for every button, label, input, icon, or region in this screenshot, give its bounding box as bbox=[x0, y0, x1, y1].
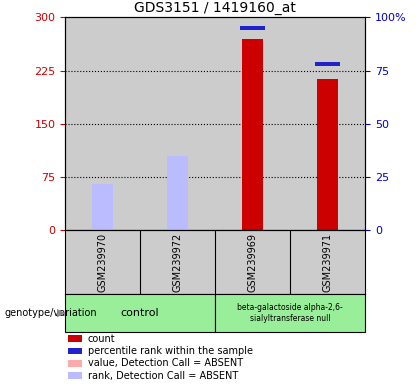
Bar bbox=[167, 156, 188, 230]
Text: ▶: ▶ bbox=[57, 308, 65, 318]
Bar bbox=[318, 79, 339, 230]
Title: GDS3151 / 1419160_at: GDS3151 / 1419160_at bbox=[134, 1, 296, 15]
Text: GSM239972: GSM239972 bbox=[173, 232, 183, 292]
Bar bbox=[65, 294, 215, 332]
Bar bbox=[240, 26, 265, 30]
Text: value, Detection Call = ABSENT: value, Detection Call = ABSENT bbox=[88, 358, 243, 368]
Bar bbox=[92, 195, 113, 230]
Bar bbox=[167, 168, 188, 230]
Text: percentile rank within the sample: percentile rank within the sample bbox=[88, 346, 252, 356]
Text: control: control bbox=[121, 308, 160, 318]
Text: GSM239971: GSM239971 bbox=[323, 233, 333, 291]
Bar bbox=[68, 335, 81, 342]
Text: genotype/variation: genotype/variation bbox=[4, 308, 97, 318]
Bar bbox=[92, 184, 113, 230]
Bar bbox=[290, 17, 365, 230]
Bar bbox=[215, 294, 365, 332]
Text: rank, Detection Call = ABSENT: rank, Detection Call = ABSENT bbox=[88, 371, 238, 381]
Text: count: count bbox=[88, 334, 115, 344]
Bar bbox=[140, 17, 215, 230]
Bar bbox=[215, 17, 290, 230]
Bar bbox=[68, 372, 81, 379]
Bar bbox=[68, 360, 81, 366]
Bar bbox=[315, 62, 341, 66]
Text: GSM239969: GSM239969 bbox=[248, 233, 258, 291]
Bar bbox=[68, 348, 81, 354]
Text: GSM239970: GSM239970 bbox=[97, 233, 108, 291]
Bar bbox=[242, 39, 263, 230]
Bar bbox=[65, 17, 140, 230]
Text: beta-galactoside alpha-2,6-
sialyltransferase null: beta-galactoside alpha-2,6- sialyltransf… bbox=[237, 303, 343, 323]
